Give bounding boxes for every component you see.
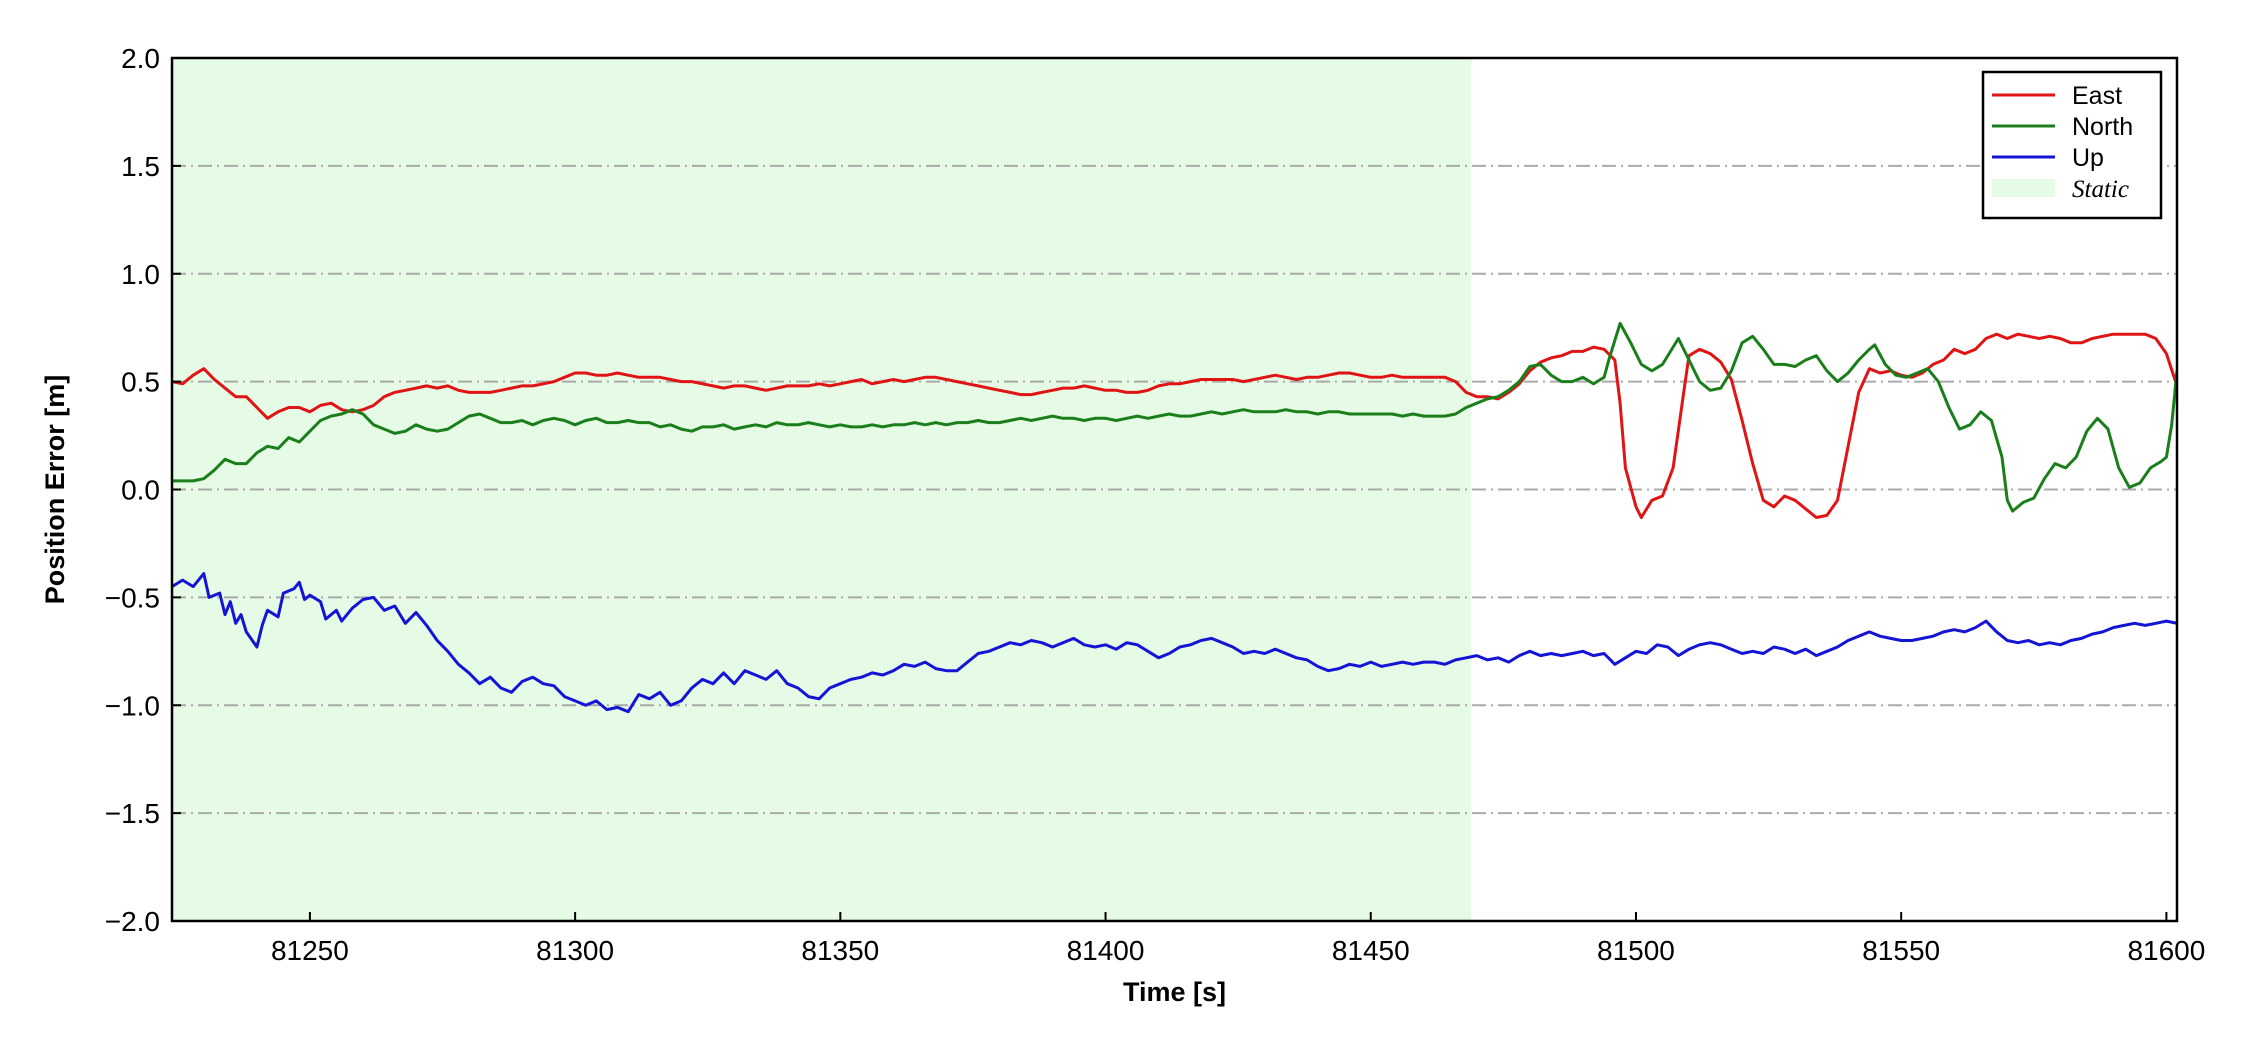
series-line-north — [172, 321, 2177, 513]
x-tick-label: 81300 — [536, 935, 614, 966]
legend-label-up: Up — [2072, 144, 2104, 172]
legend-label-east: East — [2072, 82, 2122, 110]
y-tick-label: −2.0 — [105, 906, 160, 937]
legend-label-static: Static — [2072, 176, 2129, 203]
series-line-up — [172, 572, 2177, 714]
legend-label-north: North — [2072, 113, 2133, 141]
x-tick-label: 81250 — [271, 935, 349, 966]
x-axis-ticks: 81250 81300 81350 81400 81450 81500 81550 81600 — [271, 912, 2205, 966]
y-axis-title: Position Error [m] — [40, 375, 70, 605]
y-tick-label: −1.0 — [105, 690, 160, 721]
x-tick-label: 81500 — [1597, 935, 1675, 966]
x-tick-label: 81550 — [1862, 935, 1940, 966]
x-axis-title: Time [s] — [1123, 977, 1226, 1007]
y-tick-label: 0.5 — [121, 367, 160, 398]
x-tick-label: 81450 — [1332, 935, 1410, 966]
x-tick-label: 81350 — [801, 935, 879, 966]
horizontal-gridlines — [172, 164, 2177, 815]
series-line-east — [172, 332, 2177, 519]
series-lines — [172, 321, 2177, 714]
y-axis-ticks: −2.0 −1.5 −1.0 −0.5 0.0 0.5 1.0 1.5 2.0 — [105, 43, 181, 937]
y-tick-label: −0.5 — [105, 582, 160, 613]
x-tick-label: 81400 — [1067, 935, 1145, 966]
legend: East North Up Static — [1981, 70, 2163, 220]
y-tick-label: 1.0 — [121, 259, 160, 290]
y-tick-label: 2.0 — [121, 43, 160, 74]
y-tick-label: −1.5 — [105, 798, 160, 829]
y-tick-label: 0.0 — [121, 475, 160, 506]
legend-swatch-static — [1992, 179, 2055, 197]
x-tick-label: 81600 — [2127, 935, 2205, 966]
y-tick-label: 1.5 — [121, 151, 160, 182]
